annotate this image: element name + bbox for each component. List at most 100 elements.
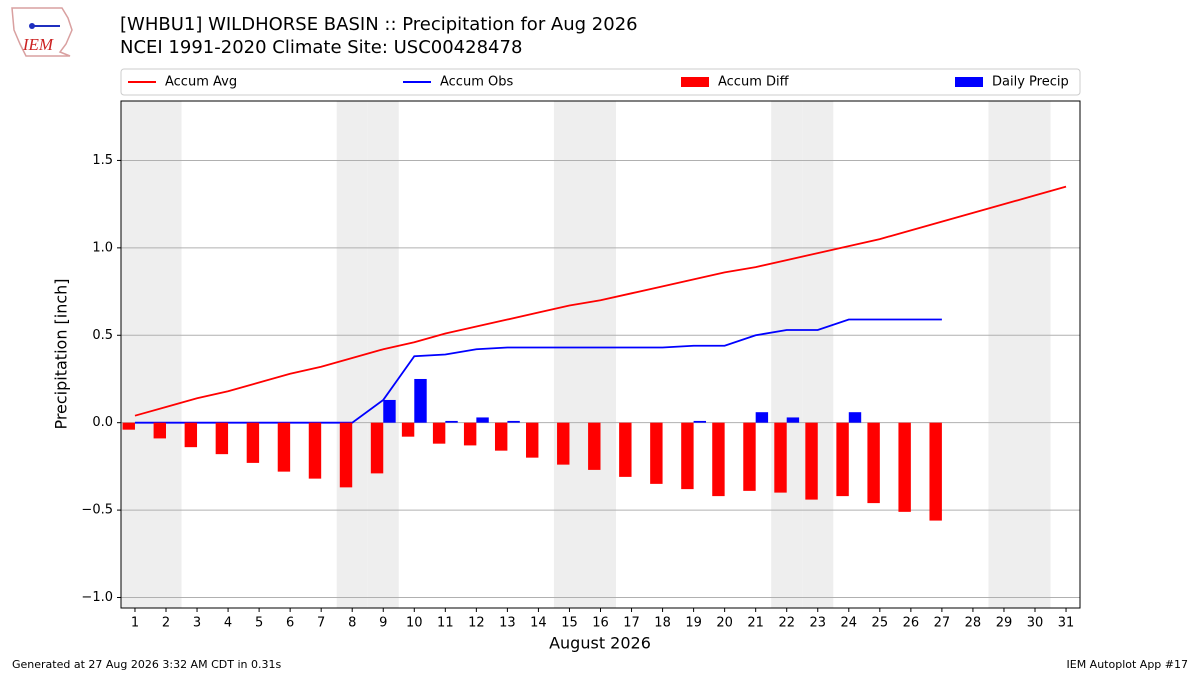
bar bbox=[867, 422, 880, 504]
bar bbox=[557, 422, 570, 465]
bar bbox=[339, 422, 353, 488]
logo-text: IEM bbox=[22, 35, 54, 54]
x-tick-label: 3 bbox=[193, 616, 201, 631]
x-tick-label: 19 bbox=[685, 616, 702, 631]
legend-label: Accum Avg bbox=[165, 75, 237, 90]
bar bbox=[432, 422, 446, 444]
weekend-band bbox=[150, 101, 182, 608]
logo-icon bbox=[29, 23, 35, 29]
legend-label: Accum Obs bbox=[440, 75, 513, 90]
bar bbox=[836, 422, 849, 497]
footer-right: IEM Autoplot App #17 bbox=[1067, 658, 1189, 671]
line bbox=[134, 318, 942, 424]
x-tick-label: 27 bbox=[934, 616, 951, 631]
bar bbox=[476, 417, 489, 423]
bar bbox=[153, 422, 167, 439]
x-tick-label: 13 bbox=[499, 616, 516, 631]
weekend-band bbox=[367, 101, 399, 608]
x-tick-label: 6 bbox=[286, 616, 294, 631]
legend-label: Daily Precip bbox=[992, 75, 1069, 90]
x-tick-label: 14 bbox=[530, 616, 547, 631]
chart-subtitle: NCEI 1991-2020 Climate Site: USC00428478 bbox=[120, 37, 522, 58]
x-tick-label: 11 bbox=[437, 616, 454, 631]
bar bbox=[184, 422, 198, 448]
bar bbox=[693, 420, 707, 423]
bar bbox=[588, 422, 601, 470]
x-tick-label: 1 bbox=[131, 616, 139, 631]
legend-swatch bbox=[681, 77, 709, 87]
legend-box bbox=[120, 68, 1081, 96]
legend-label: Accum Diff bbox=[718, 75, 790, 90]
weekend-band bbox=[802, 101, 834, 608]
bar bbox=[507, 420, 520, 423]
x-tick-label: 30 bbox=[1027, 616, 1044, 631]
weekend-band bbox=[121, 101, 151, 608]
x-tick-label: 18 bbox=[654, 616, 671, 631]
bar bbox=[805, 422, 818, 500]
x-tick-label: 4 bbox=[224, 616, 232, 631]
x-tick-label: 16 bbox=[592, 616, 609, 631]
weekend-band bbox=[584, 101, 617, 608]
x-tick-label: 15 bbox=[561, 616, 578, 631]
bar bbox=[774, 422, 787, 493]
x-tick-label: 25 bbox=[872, 616, 889, 631]
bar bbox=[401, 422, 415, 437]
bar bbox=[246, 422, 260, 463]
bar bbox=[370, 422, 384, 474]
bar bbox=[445, 420, 458, 423]
bar bbox=[898, 422, 911, 512]
x-tick-label: 29 bbox=[996, 616, 1013, 631]
logo: IEM bbox=[11, 7, 73, 57]
x-tick-label: 8 bbox=[348, 616, 356, 631]
x-tick-label: 28 bbox=[965, 616, 982, 631]
line bbox=[134, 185, 1067, 417]
x-tick-label: 20 bbox=[716, 616, 733, 631]
x-tick-label: 22 bbox=[778, 616, 795, 631]
bar bbox=[755, 412, 769, 423]
bar bbox=[712, 422, 725, 497]
bar bbox=[494, 422, 508, 451]
weekend-band bbox=[1019, 101, 1051, 608]
bar bbox=[277, 422, 291, 472]
plot-area bbox=[121, 101, 1080, 608]
bar bbox=[619, 422, 632, 477]
x-tick-label: 2 bbox=[162, 616, 170, 631]
x-tick-label: 24 bbox=[841, 616, 858, 631]
x-tick-label: 9 bbox=[379, 616, 387, 631]
x-tick-label: 31 bbox=[1058, 616, 1075, 631]
bar bbox=[786, 417, 800, 423]
logo-outline bbox=[11, 7, 73, 57]
bar bbox=[463, 422, 477, 446]
bar bbox=[650, 422, 663, 484]
y-tick-label: 0.0 bbox=[92, 415, 113, 430]
y-tick-label: 0.5 bbox=[92, 328, 113, 343]
x-tick-label: 5 bbox=[255, 616, 263, 631]
y-tick-label: 1.0 bbox=[92, 240, 113, 255]
x-tick-label: 10 bbox=[406, 616, 423, 631]
weekend-band bbox=[988, 101, 1020, 608]
x-tick-label: 7 bbox=[317, 616, 325, 631]
x-tick-label: 21 bbox=[747, 616, 764, 631]
x-tick-label: 26 bbox=[903, 616, 920, 631]
x-tick-label: 23 bbox=[809, 616, 826, 631]
bar bbox=[743, 422, 756, 491]
x-tick-label: 12 bbox=[468, 616, 485, 631]
bar bbox=[122, 422, 135, 430]
x-tick-label: 17 bbox=[623, 616, 640, 631]
x-axis-label: August 2026 bbox=[549, 634, 651, 653]
bar bbox=[215, 422, 229, 455]
weekend-band bbox=[771, 101, 803, 608]
y-tick-label: −1.0 bbox=[81, 590, 113, 605]
bar bbox=[414, 378, 427, 423]
y-axis-label: Precipitation [inch] bbox=[52, 278, 71, 429]
bar bbox=[848, 412, 862, 423]
chart-title: [WHBU1] WILDHORSE BASIN :: Precipitation… bbox=[120, 14, 638, 35]
y-tick-label: 1.5 bbox=[92, 153, 113, 168]
bar bbox=[929, 422, 942, 521]
weekend-band bbox=[553, 101, 585, 608]
footer-left: Generated at 27 Aug 2026 3:32 AM CDT in … bbox=[12, 658, 281, 671]
bar bbox=[308, 422, 322, 479]
plot-frame bbox=[120, 100, 1081, 609]
bar bbox=[681, 422, 694, 490]
